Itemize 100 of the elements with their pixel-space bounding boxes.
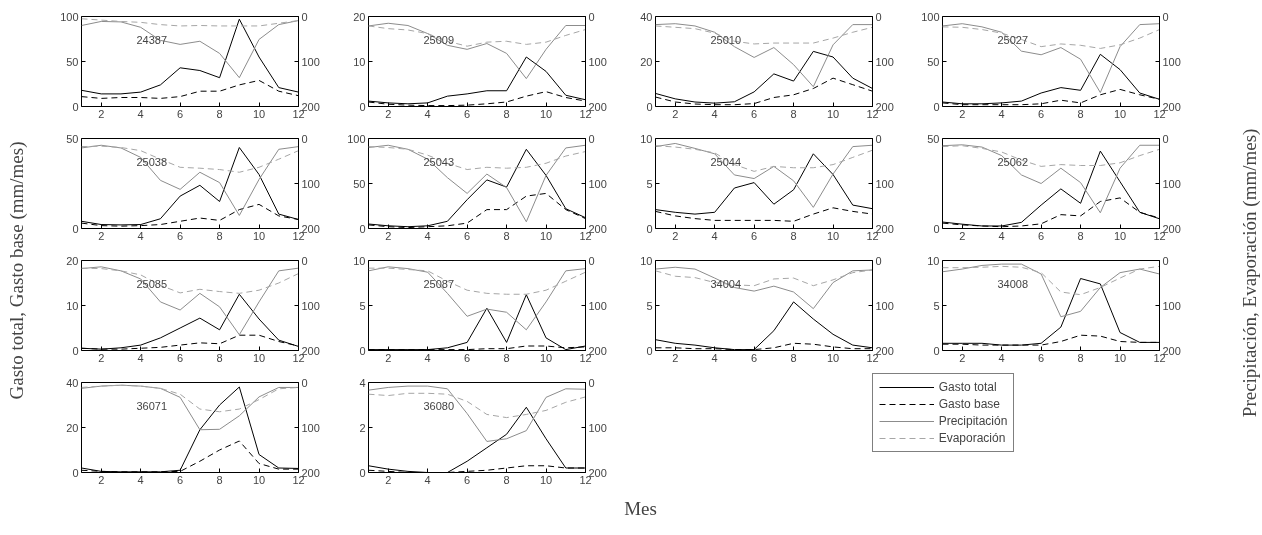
- x-tick-label: 2: [672, 351, 679, 364]
- y2-tick-label: 0: [1162, 10, 1169, 23]
- y-tick-label: 50: [927, 132, 940, 145]
- y-tick-label: 50: [66, 55, 79, 68]
- x-tick-label: 8: [216, 351, 223, 364]
- x-tick-label: 4: [711, 351, 718, 364]
- x-tick-label: 4: [137, 351, 144, 364]
- y-tick-label: 0: [359, 222, 366, 235]
- y2-tick-label: 0: [588, 132, 595, 145]
- line-series: [81, 145, 299, 173]
- annotation: 25062: [997, 155, 1029, 168]
- y-tick-label: 10: [927, 254, 940, 267]
- y-tick-label: 40: [66, 376, 79, 389]
- y-tick-label: 50: [66, 132, 79, 145]
- y-tick-label: 0: [933, 222, 940, 235]
- y-tick-label: 5: [646, 299, 653, 312]
- x-tick-label: 4: [711, 229, 718, 242]
- line-series: [655, 23, 873, 88]
- y-tick-label: 100: [347, 132, 366, 145]
- legend-label: Gasto base: [938, 397, 1001, 411]
- y-tick-label: 100: [60, 10, 79, 23]
- x-tick-label: 8: [1077, 229, 1084, 242]
- y2-tick-label: 0: [301, 254, 308, 267]
- x-tick-label: 8: [790, 229, 797, 242]
- y-tick-label: 0: [646, 100, 653, 113]
- y-tick-label: 10: [353, 55, 366, 68]
- x-tick-label: 10: [252, 351, 266, 364]
- y-axis-title: Gasto total, Gasto base (mm/mes): [6, 141, 28, 400]
- line-series: [368, 266, 586, 331]
- annotation: 25009: [423, 33, 455, 46]
- y2-tick-label: 100: [301, 421, 320, 434]
- y-tick-label: 0: [72, 466, 79, 479]
- x-tick-label: 10: [826, 351, 840, 364]
- x-tick-label: 4: [998, 107, 1005, 120]
- y2-tick-label: 0: [301, 376, 308, 389]
- y-tick-label: 10: [66, 299, 79, 312]
- y2-tick-label: 100: [588, 55, 607, 68]
- y-tick-label: 0: [359, 344, 366, 357]
- x-tick-label: 8: [216, 473, 223, 486]
- x-tick-label: 6: [177, 473, 184, 486]
- x-tick-label: 6: [464, 107, 471, 120]
- x-tick-label: 8: [503, 229, 510, 242]
- x-tick-label: 10: [539, 473, 553, 486]
- x-tick-label: 10: [826, 229, 840, 242]
- y-tick-label: 0: [646, 344, 653, 357]
- x-tick-label: 10: [252, 229, 266, 242]
- line-series: [942, 263, 1160, 318]
- x-tick-label: 4: [998, 351, 1005, 364]
- legend-label: Gasto total: [938, 380, 997, 394]
- y2-tick-label: 100: [301, 299, 320, 312]
- x-tick-label: 4: [424, 473, 431, 486]
- line-series: [368, 267, 586, 295]
- line-series: [655, 25, 873, 45]
- line-series: [368, 25, 586, 47]
- x-tick-label: 2: [98, 229, 105, 242]
- x-tick-label: 2: [98, 351, 105, 364]
- x-tick-label: 4: [998, 229, 1005, 242]
- x-tick-label: 6: [751, 107, 758, 120]
- x-tick-label: 6: [177, 351, 184, 364]
- y2-tick-label: 0: [875, 254, 882, 267]
- y2-tick-label: 0: [588, 254, 595, 267]
- annotation: 25010: [710, 33, 742, 46]
- y2-tick-label: 0: [875, 10, 882, 23]
- y-tick-label: 20: [66, 254, 79, 267]
- y2-tick-label: 0: [301, 10, 308, 23]
- x-tick-label: 10: [1113, 107, 1127, 120]
- y2-tick-label: 100: [588, 177, 607, 190]
- y-tick-label: 0: [646, 222, 653, 235]
- annotation: 34008: [997, 277, 1029, 290]
- line-series: [81, 20, 299, 79]
- x-tick-label: 10: [826, 107, 840, 120]
- y-tick-label: 0: [933, 100, 940, 113]
- x-tick-label: 6: [177, 107, 184, 120]
- x-tick-label: 2: [672, 107, 679, 120]
- y-tick-label: 100: [921, 10, 940, 23]
- y-tick-label: 0: [72, 100, 79, 113]
- line-series: [368, 385, 586, 442]
- x-tick-label: 6: [751, 351, 758, 364]
- x-tick-label: 10: [539, 229, 553, 242]
- y-tick-label: 10: [353, 254, 366, 267]
- y-tick-label: 0: [933, 344, 940, 357]
- annotation: 25085: [136, 277, 168, 290]
- x-tick-label: 4: [137, 473, 144, 486]
- line-series: [81, 144, 299, 216]
- line-series: [81, 267, 299, 294]
- y2-tick-label: 100: [588, 421, 607, 434]
- x-tick-label: 6: [1038, 107, 1045, 120]
- line-series: [81, 384, 299, 431]
- y2-tick-label: 100: [875, 299, 894, 312]
- y2-tick-label: 0: [301, 132, 308, 145]
- line-series: [942, 144, 1160, 214]
- y2-tick-label: 100: [301, 177, 320, 190]
- y2-tick-label: 100: [875, 55, 894, 68]
- x-tick-label: 2: [98, 473, 105, 486]
- y2-tick-label: 100: [301, 55, 320, 68]
- x-tick-label: 6: [464, 351, 471, 364]
- x-tick-label: 4: [424, 107, 431, 120]
- y2-tick-label: 100: [1162, 55, 1181, 68]
- y2-tick-label: 0: [1162, 254, 1169, 267]
- y2-tick-label: 0: [588, 376, 595, 389]
